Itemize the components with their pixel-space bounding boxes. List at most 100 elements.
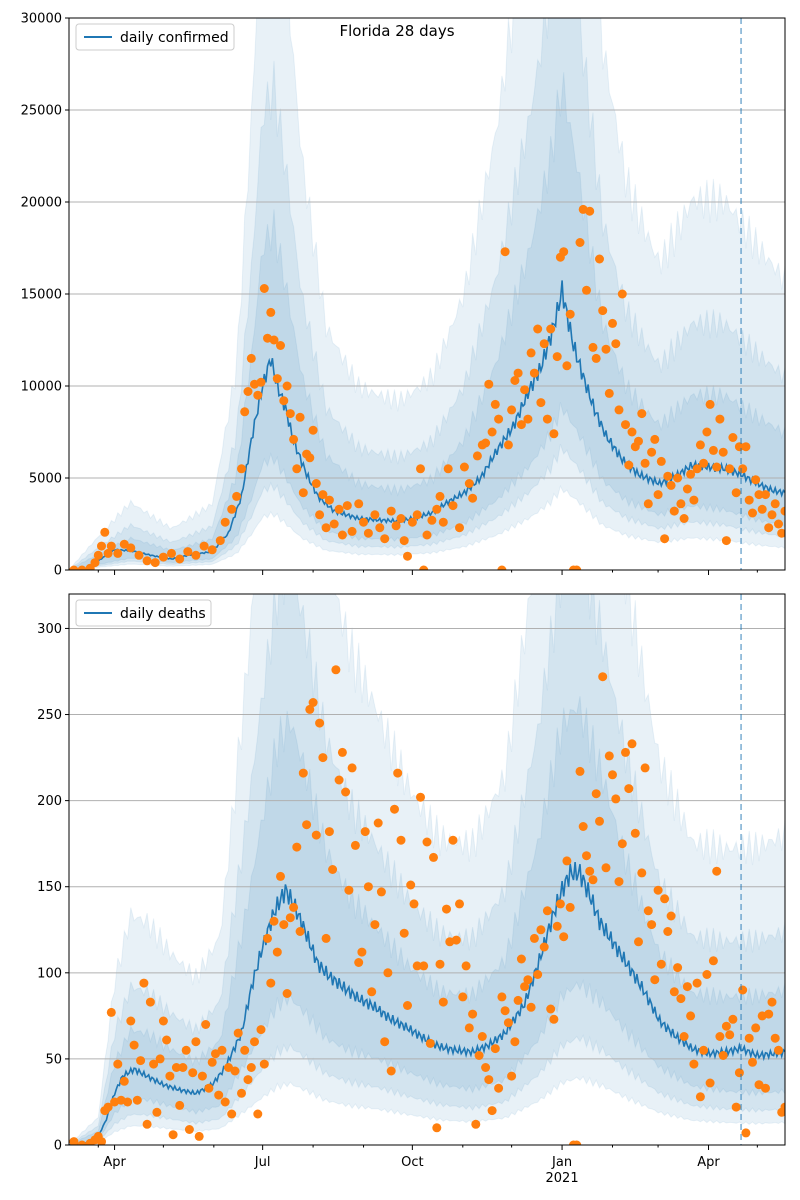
uncertainty-band-2 <box>69 72 785 570</box>
observed-point <box>302 820 312 830</box>
uncertainty-band-2 <box>69 696 785 1145</box>
observed-point <box>621 747 630 757</box>
observed-point <box>295 927 305 936</box>
observed-point <box>601 344 611 354</box>
observed-point <box>97 541 106 551</box>
observed-point <box>468 493 478 503</box>
observed-point <box>175 554 185 564</box>
observed-point <box>748 1057 757 1067</box>
observed-point <box>472 451 482 461</box>
observed-point <box>741 442 751 452</box>
legend-label: daily deaths <box>120 606 206 622</box>
observed-point <box>591 789 601 799</box>
observed-point <box>272 947 282 957</box>
observed-point <box>145 997 155 1007</box>
observed-point <box>240 1045 250 1055</box>
observed-point <box>432 1123 442 1133</box>
observed-point <box>315 718 325 728</box>
panel-confirmed: 0 5000 10000 15000 20000 25000 30000 daily con… <box>21 12 786 579</box>
legend-confirmed: daily confirmed <box>75 23 235 51</box>
observed-point <box>403 1001 412 1010</box>
observed-point <box>754 490 764 500</box>
observed-point <box>158 552 168 562</box>
observed-point <box>167 548 176 558</box>
observed-point <box>679 1032 689 1041</box>
observed-point <box>416 792 425 802</box>
observed-point <box>689 1059 699 1069</box>
observed-point <box>494 1083 504 1093</box>
observed-point <box>679 514 689 523</box>
observed-point <box>289 434 299 444</box>
observed-point <box>546 1004 556 1014</box>
observed-point <box>611 794 621 804</box>
observed-point <box>741 1128 751 1138</box>
observed-point <box>640 458 650 468</box>
observed-point <box>562 856 572 866</box>
observed-point <box>214 1090 224 1100</box>
observed-point <box>673 963 683 973</box>
observed-point <box>341 787 351 797</box>
observed-point <box>637 868 647 878</box>
x-tick-label: Apr <box>103 1155 126 1170</box>
observed-point <box>588 342 598 352</box>
observed-point <box>253 390 263 400</box>
observed-point <box>673 473 683 483</box>
observed-point <box>708 956 718 966</box>
observed-point <box>227 1109 237 1119</box>
observed-point <box>598 306 608 316</box>
observed-point <box>359 517 368 527</box>
observed-point <box>432 504 442 514</box>
observed-point <box>634 436 643 446</box>
observed-point <box>295 412 305 422</box>
observed-point <box>692 978 702 988</box>
observed-point <box>285 913 295 923</box>
observed-point <box>481 1063 491 1072</box>
observed-point <box>399 536 409 546</box>
observed-point <box>728 1014 738 1024</box>
observed-point <box>490 1044 500 1054</box>
observed-point <box>191 1037 201 1047</box>
observed-point <box>438 997 448 1007</box>
observed-point <box>344 885 354 895</box>
observed-point <box>523 414 533 424</box>
observed-point <box>634 937 643 947</box>
observed-point <box>321 523 331 533</box>
observed-point <box>455 899 464 909</box>
observed-point <box>416 464 425 474</box>
observed-point <box>285 409 295 419</box>
observed-point <box>695 440 705 450</box>
observed-point <box>549 429 559 439</box>
observed-point <box>103 1102 113 1112</box>
observed-point <box>669 987 679 997</box>
observed-point <box>237 464 246 474</box>
uncertainty-bands-confirmed <box>69 18 785 570</box>
observed-point <box>767 997 777 1007</box>
observed-point <box>331 665 341 675</box>
observed-point <box>386 1066 396 1076</box>
observed-point <box>318 753 328 763</box>
observed-point <box>617 839 627 849</box>
observed-point <box>435 959 445 969</box>
chart-title: Florida 28 days <box>339 22 454 40</box>
observed-point <box>308 425 318 435</box>
x-axis-deaths: Apr Jul Oct Jan Apr <box>97 1145 758 1170</box>
observed-point <box>647 920 657 930</box>
observed-point <box>617 289 627 299</box>
observed-point <box>705 1078 715 1088</box>
observed-point <box>207 1057 217 1067</box>
observed-point <box>422 837 432 847</box>
y-tick-label: 250 <box>37 708 62 723</box>
observed-point <box>197 1071 207 1081</box>
observed-point <box>738 464 748 474</box>
observed-point <box>507 1071 517 1081</box>
observed-point <box>708 445 718 455</box>
observed-point <box>97 1137 106 1145</box>
observed-point <box>142 1119 152 1129</box>
observed-point <box>731 488 741 498</box>
observed-point <box>276 871 285 881</box>
observed-point <box>354 958 364 967</box>
observed-point <box>363 528 373 538</box>
observed-point <box>523 975 533 985</box>
observed-point <box>604 388 614 398</box>
